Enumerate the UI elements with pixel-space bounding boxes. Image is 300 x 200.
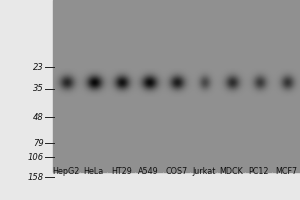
- Text: 35: 35: [33, 84, 44, 93]
- Text: HT29: HT29: [111, 167, 132, 176]
- Text: HeLa: HeLa: [84, 167, 104, 176]
- Text: PC12: PC12: [248, 167, 269, 176]
- Bar: [52, 0, 300, 172]
- Text: 48: 48: [33, 112, 44, 121]
- Text: A549: A549: [138, 167, 159, 176]
- Text: HepG2: HepG2: [52, 167, 80, 176]
- Text: 23: 23: [33, 62, 44, 72]
- Text: 158: 158: [27, 172, 44, 182]
- Text: COS7: COS7: [165, 167, 188, 176]
- Text: MDCK: MDCK: [219, 167, 243, 176]
- Text: Jurkat: Jurkat: [192, 167, 215, 176]
- Text: 106: 106: [27, 152, 44, 162]
- Text: MCF7: MCF7: [275, 167, 297, 176]
- Text: 79: 79: [33, 138, 44, 148]
